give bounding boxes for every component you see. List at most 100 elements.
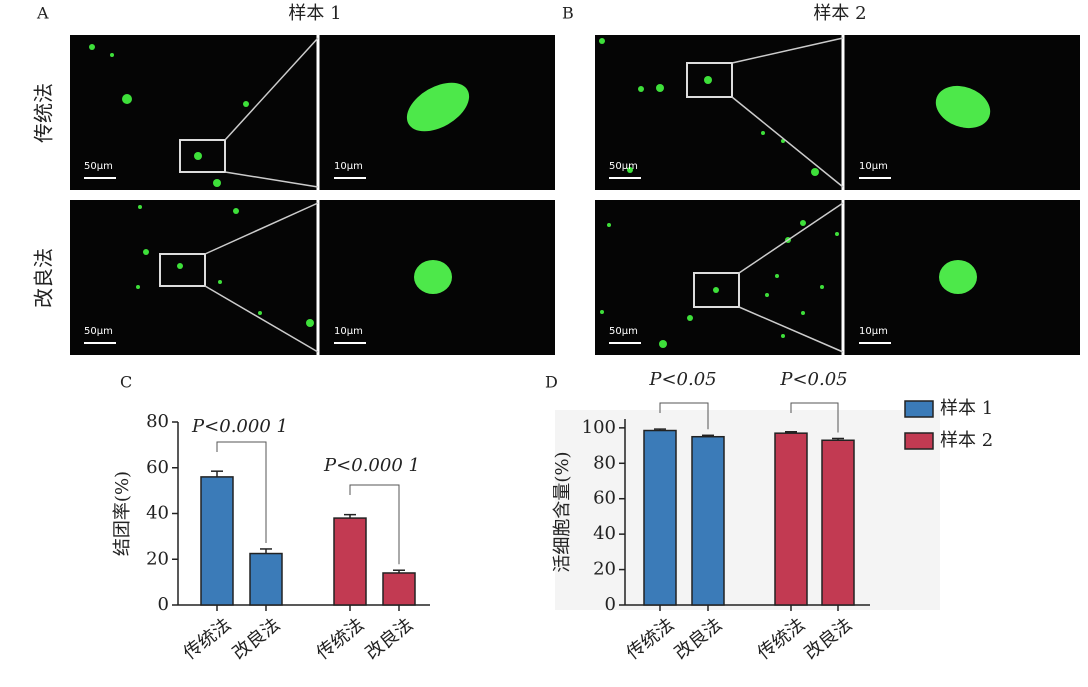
bracket [216,441,267,543]
micrograph [595,35,1080,190]
cell [713,287,719,293]
cell [811,168,819,176]
bar [774,432,808,606]
panel-label: A [36,4,49,23]
cell [775,274,779,278]
scale-label: 50μm [609,161,638,172]
cell [638,86,644,92]
x-tick-label: 改良法 [229,614,284,664]
y-tick-label: 60 [593,488,616,509]
row-label: 改良法 [32,248,56,308]
cell [820,285,824,289]
legend-swatch [904,400,934,418]
chart-label: D [545,373,558,392]
bracket [659,402,709,430]
y-tick-label: 40 [146,503,169,524]
cell [835,232,839,236]
micrograph [595,200,1080,355]
x-tick-label: 传统法 [754,614,809,664]
cell [600,310,604,314]
zoom-line [204,285,319,353]
bar [200,476,234,606]
zoom-line [204,202,319,255]
cell [659,340,667,348]
plot-background [555,410,940,610]
cell [218,280,222,284]
bracket [790,402,839,433]
zoom-cell [406,82,470,132]
cell [801,311,805,315]
zoom-line [224,37,319,141]
legend-label: 样本 2 [940,430,993,451]
cell [243,101,249,107]
cell [122,94,132,104]
annotation: P<0.000 1 [191,416,288,437]
x-tick-label: 改良法 [671,614,726,664]
cell [656,84,664,92]
scale-label: 50μm [84,161,113,172]
cell [258,311,262,315]
y-tick-label: 20 [146,548,169,569]
x-tick-label: 改良法 [801,614,856,664]
zoom-line [738,306,844,353]
annotation: P<0.05 [648,369,716,390]
cell [89,44,95,50]
bar [249,552,283,606]
legend-swatch [904,432,934,450]
bracket [349,484,400,565]
bar [333,517,367,606]
y-tick-label: 40 [593,523,616,544]
chart-label: C [120,373,132,392]
scale-label: 50μm [609,326,638,337]
zoom-box [686,62,733,98]
scale-label: 10μm [334,161,363,172]
y-axis-label: 活细胞含量(%) [552,451,573,572]
scale-label: 50μm [84,326,113,337]
cell [143,249,149,255]
zoom-line [738,202,844,274]
x-tick-label: 传统法 [180,614,235,664]
cell [607,223,611,227]
error-bar [654,428,666,431]
cell [233,208,239,214]
bar [382,572,416,606]
cell [800,220,806,226]
cell [765,293,769,297]
error-bar [785,431,797,434]
error-bar [702,434,714,437]
row-label: 传统法 [32,83,56,143]
annotation: P<0.05 [779,369,847,390]
error-bar [393,569,405,573]
error-bar [832,437,844,441]
y-tick-label: 20 [593,559,616,580]
cell [781,334,785,338]
micrograph [70,35,555,190]
cell [177,263,183,269]
zoom-line [731,96,844,188]
panel-title: 样本 2 [813,3,866,24]
legend-label: 样本 1 [940,398,993,419]
cell [687,315,693,321]
y-tick-label: 100 [582,417,616,438]
cell [138,205,142,209]
bar [691,435,725,606]
zoom-line [224,171,319,188]
cell [306,319,314,327]
cell [599,38,605,44]
micrograph [70,200,555,355]
y-axis-label: 结团率(%) [112,471,133,556]
panel-label: B [562,4,574,23]
bar [643,429,677,606]
cell [213,179,221,187]
cell [704,76,712,84]
y-tick-label: 0 [605,594,616,615]
cell [194,152,202,160]
scale-label: 10μm [859,161,888,172]
zoom-cell [414,260,452,294]
cell [627,167,633,173]
y-tick-label: 0 [158,594,169,615]
zoom-cell [935,85,991,129]
scale-label: 10μm [334,326,363,337]
scale-label: 10μm [859,326,888,337]
